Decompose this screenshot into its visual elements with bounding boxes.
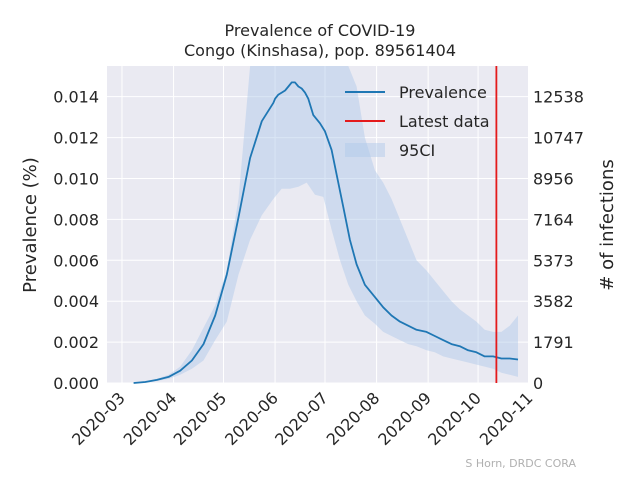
ci-band <box>133 66 518 383</box>
y-tick-label: 0.002 <box>53 333 99 352</box>
y-right-tick-label: 0 <box>533 374 543 393</box>
y-tick-labels: 0.000 0.002 0.004 0.006 0.008 0.010 0.012 0.014 <box>53 88 99 393</box>
grid-lines <box>107 66 531 384</box>
y-right-tick-labels: 0 1791 3582 5373 7164 8956 10747 12538 <box>533 88 584 393</box>
y-tick-label: 0.012 <box>53 129 99 148</box>
legend-prevalence-label: Prevalence <box>399 83 487 102</box>
ci-area <box>133 66 518 383</box>
y-tick-label: 0.004 <box>53 292 99 311</box>
legend-latest-label: Latest data <box>399 112 490 131</box>
y-axis-label: Prevalence (%) <box>20 157 41 293</box>
y-axis-right-label: # of infections <box>597 159 618 290</box>
y-right-tick-label: 1791 <box>533 333 574 352</box>
y-tick-label: 0.006 <box>53 251 99 270</box>
legend: Prevalence Latest data 95CI <box>345 83 490 160</box>
chart-subtitle: Congo (Kinshasa), pop. 89561404 <box>184 41 456 60</box>
y-tick-label: 0.014 <box>53 88 99 107</box>
prevalence-line-group <box>133 81 519 384</box>
y-right-tick-label: 8956 <box>533 170 574 189</box>
credit-text: S Horn, DRDC CORA <box>465 457 576 470</box>
y-tick-label: 0.008 <box>53 210 99 229</box>
chart-title: Prevalence of COVID-19 <box>225 21 416 40</box>
y-right-tick-label: 10747 <box>533 129 584 148</box>
legend-ci-swatch <box>345 143 385 157</box>
y-tick-label: 0.000 <box>53 374 99 393</box>
y-right-tick-label: 3582 <box>533 292 574 311</box>
prevalence-line <box>133 81 519 384</box>
y-right-tick-label: 7164 <box>533 210 574 229</box>
y-tick-label: 0.010 <box>53 169 99 188</box>
legend-ci-label: 95CI <box>399 141 435 160</box>
y-right-tick-label: 5373 <box>533 251 574 270</box>
y-right-tick-label: 12538 <box>533 88 584 107</box>
